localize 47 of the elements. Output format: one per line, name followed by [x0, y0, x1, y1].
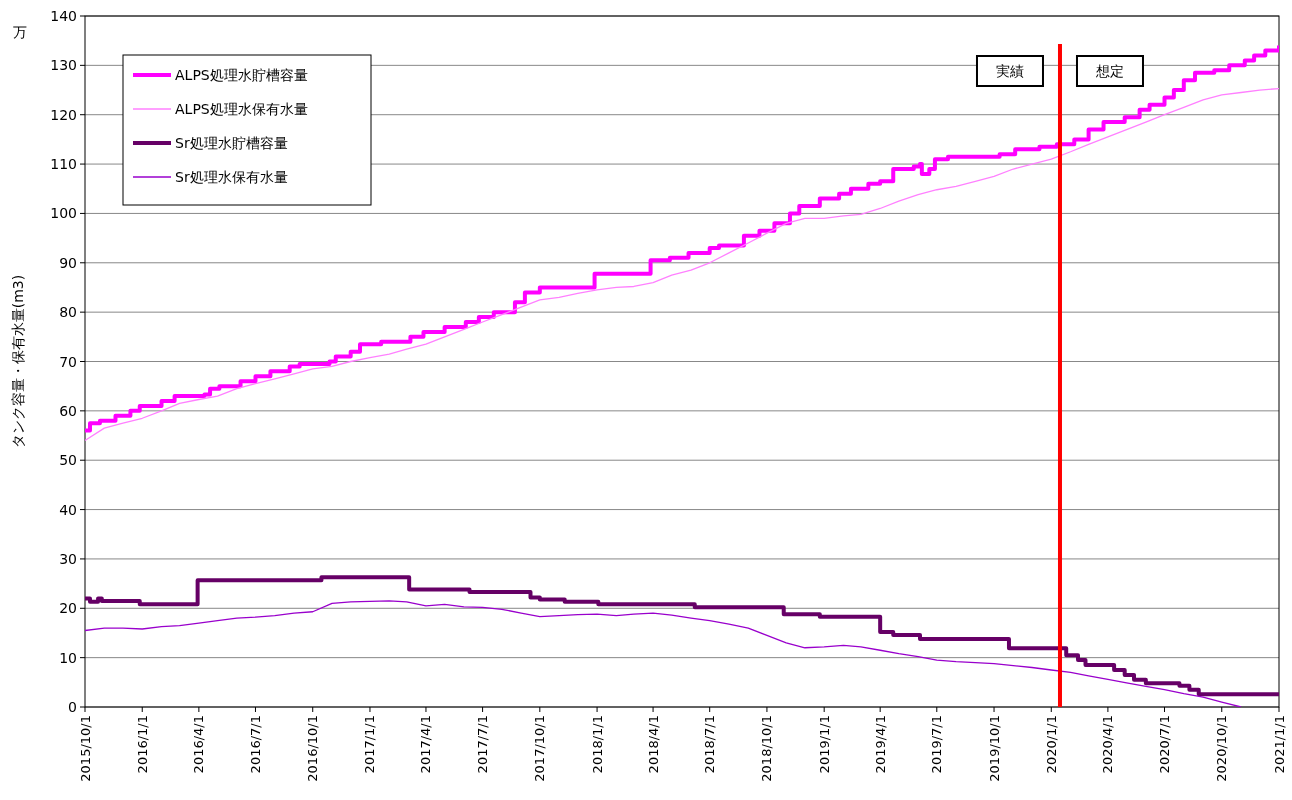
x-tick-label: 2017/1/1 [362, 715, 378, 774]
y-tick-label: 140 [50, 8, 77, 24]
x-tick-label: 2016/10/1 [305, 715, 321, 782]
x-tick-label: 2019/1/1 [816, 715, 832, 774]
y-tick-label: 20 [59, 600, 77, 617]
x-tick-label: 2020/1/1 [1043, 715, 1059, 774]
x-tick-label: 2020/10/1 [1214, 715, 1230, 782]
x-tick-label: 2019/7/1 [929, 715, 945, 774]
y-tick-label: 130 [50, 57, 77, 74]
y-axis-title: タンク容量・保有水量(m3) [10, 274, 26, 449]
x-tick-label: 2016/7/1 [247, 715, 263, 774]
y-tick-label: 120 [50, 106, 77, 123]
y-tick-label: 60 [59, 402, 77, 419]
annotation: 想定 [1094, 63, 1124, 79]
y-tick-label: 40 [59, 501, 77, 518]
x-tick-label: 2016/4/1 [191, 715, 207, 774]
note: 実績 [976, 55, 1044, 87]
y-tick-label: 110 [50, 156, 77, 173]
y-tick-label: 30 [59, 550, 77, 567]
x-tick-label: 2018/7/1 [702, 715, 718, 774]
text: 万 [13, 24, 27, 40]
y-tick-label: 80 [59, 304, 77, 321]
legend-label: Sr処理水貯槽容量 [175, 135, 288, 151]
x-tick-label: 2019/10/1 [986, 715, 1002, 782]
annotation: 実績 [995, 63, 1024, 79]
x-tick-label: 2020/7/1 [1157, 715, 1173, 774]
x-tick-label: 2018/4/1 [645, 715, 661, 774]
note: 想定 [1076, 55, 1144, 87]
legend-label: ALPS処理水保有水量 [175, 101, 308, 117]
x-tick-label: 2019/4/1 [872, 715, 888, 774]
x-tick-label: 2018/1/1 [589, 715, 605, 774]
legend-label: Sr処理水保有水量 [175, 169, 288, 185]
x-tick-label: 2017/10/1 [532, 715, 548, 782]
x-tick-label: 2018/10/1 [759, 715, 775, 782]
x-tick-label: 2017/4/1 [418, 715, 434, 774]
x-tick-label: 2016/1/1 [134, 715, 150, 774]
y-tick-label: 10 [59, 649, 77, 666]
y-tick-label: 90 [59, 254, 77, 271]
y-tick-label: 100 [50, 205, 77, 222]
x-tick-label: 2020/4/1 [1100, 715, 1116, 774]
y-tick-label: 70 [59, 353, 77, 370]
legend-label: ALPS処理水貯槽容量 [175, 67, 308, 83]
y-tick-label: 0 [68, 699, 77, 715]
y-tick-label: 50 [59, 452, 77, 469]
x-tick-label: 2021/1/1 [1271, 715, 1287, 774]
x-tick-label: 2017/7/1 [475, 715, 491, 774]
x-tick-label: 2015/10/1 [77, 715, 93, 782]
